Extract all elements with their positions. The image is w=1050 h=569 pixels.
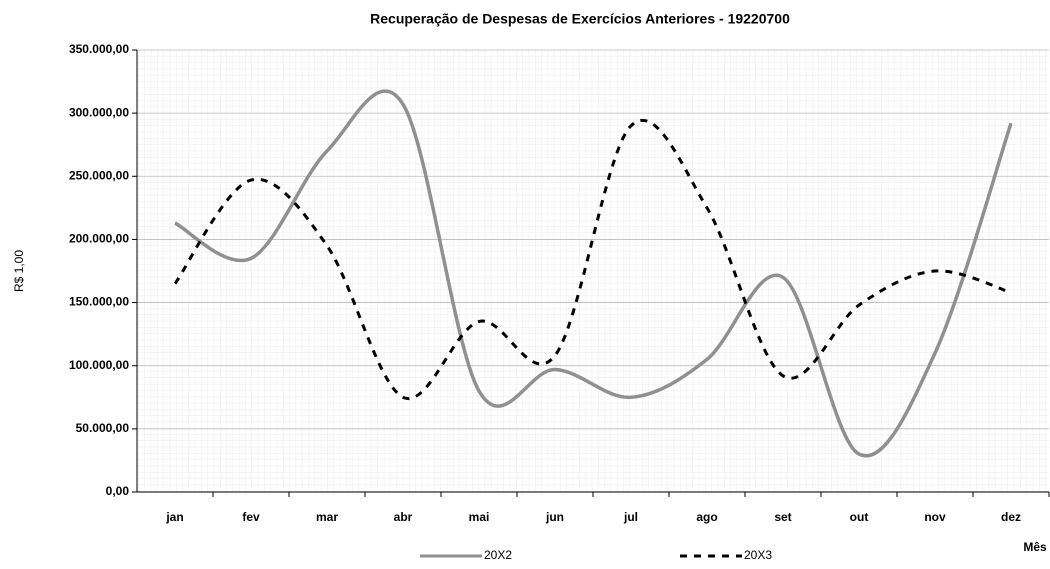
- y-tick-label: 0,00: [106, 484, 130, 498]
- x-tick-label: set: [774, 510, 791, 524]
- y-tick-label: 100.000,00: [69, 358, 129, 372]
- x-tick-label: jun: [545, 510, 564, 524]
- y-tick-label: 350.000,00: [69, 42, 129, 56]
- x-tick-label: ago: [696, 510, 717, 524]
- legend-label: 20X2: [484, 548, 512, 562]
- x-axis-label: Mês: [1023, 540, 1047, 554]
- x-tick-label: mar: [316, 510, 338, 524]
- y-tick-label: 300.000,00: [69, 105, 129, 119]
- x-tick-label: dez: [1001, 510, 1021, 524]
- x-tick-label: nov: [924, 510, 946, 524]
- legend-label: 20X3: [744, 548, 772, 562]
- x-tick-label: out: [850, 510, 869, 524]
- series-line: [174, 89, 1013, 458]
- series-line: [173, 118, 1012, 401]
- chart-title: Recuperação de Despesas de Exercícios An…: [370, 11, 790, 27]
- x-tick-label: jul: [623, 510, 638, 524]
- x-tick-label: fev: [242, 510, 260, 524]
- y-axis-label: R$ 1,00: [12, 250, 26, 292]
- y-tick-label: 250.000,00: [69, 168, 129, 182]
- x-tick-label: mai: [469, 510, 490, 524]
- y-tick-label: 50.000,00: [76, 421, 130, 435]
- minor-grid: [137, 50, 1049, 492]
- y-tick-label: 200.000,00: [69, 232, 129, 246]
- x-tick-label: jan: [165, 510, 183, 524]
- y-tick-label: 150.000,00: [69, 295, 129, 309]
- x-tick-label: abr: [394, 510, 413, 524]
